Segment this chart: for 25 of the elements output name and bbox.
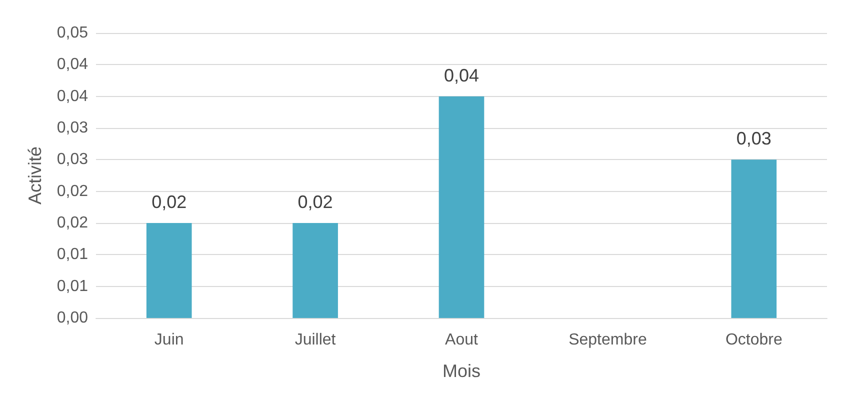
data-label: 0,03 <box>736 128 772 149</box>
x-tick-label: Octobre <box>725 332 782 348</box>
y-tick-label: 0,03 <box>56 151 88 168</box>
x-tick-label: Juin <box>154 332 184 348</box>
x-tick-label: Aout <box>445 332 479 348</box>
bar <box>731 160 777 318</box>
x-tick-label: Septembre <box>568 332 647 348</box>
y-tick-label: 0,00 <box>56 310 88 326</box>
y-axis-title: Activité <box>25 146 45 205</box>
y-tick-label: 0,02 <box>56 214 88 232</box>
x-axis-title: Mois <box>442 361 481 381</box>
y-tick-label: 0,02 <box>56 182 88 200</box>
bar <box>438 96 484 318</box>
data-label: 0,02 <box>298 192 333 212</box>
y-tick-label: 0,01 <box>56 246 88 264</box>
y-tick-label: 0,03 <box>56 120 88 136</box>
data-label: 0,02 <box>152 192 187 212</box>
bar <box>292 223 338 318</box>
y-tick-label: 0,05 <box>56 24 88 42</box>
y-tick-label: 0,04 <box>56 56 88 74</box>
y-tick-label: 0,04 <box>56 88 88 105</box>
bar <box>146 223 192 318</box>
x-tick-label: Juillet <box>294 332 336 348</box>
data-label: 0,04 <box>444 65 480 86</box>
y-tick-label: 0,01 <box>56 278 88 295</box>
